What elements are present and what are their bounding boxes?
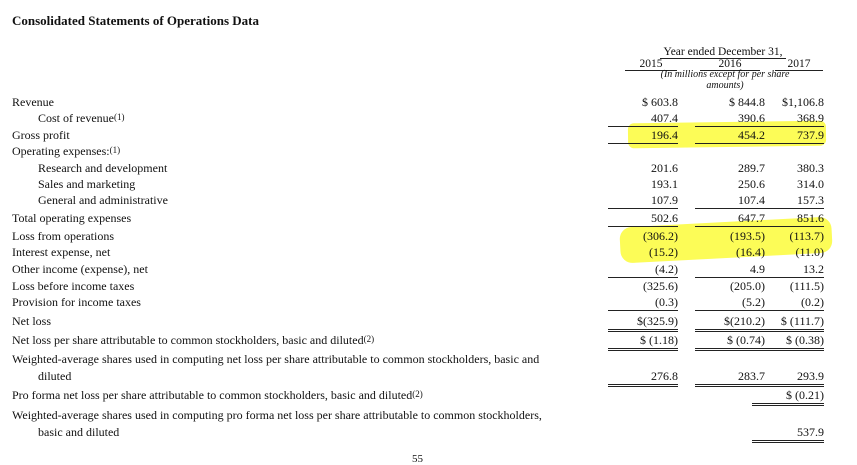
cell-2017: (11.0) xyxy=(795,245,824,259)
cell-2016: 250.6 xyxy=(738,177,765,191)
table-row: Weighted-average shares used in computin… xyxy=(10,351,830,387)
cell-2015: 201.6 xyxy=(651,161,678,175)
cell-2016: 4.9 xyxy=(695,261,765,278)
cell-2015: (325.6) xyxy=(643,279,678,293)
footnote-ref: (1) xyxy=(113,112,125,122)
cell-2015: (4.2) xyxy=(608,261,678,278)
cell-2017: 157.3 xyxy=(752,192,824,209)
cell-2016: 390.6 xyxy=(695,110,765,127)
row-label: Research and development xyxy=(38,161,168,175)
cell-2015: 107.9 xyxy=(608,192,678,209)
cell-2016: $(210.2) xyxy=(695,313,765,332)
cell-2015: 276.8 xyxy=(608,368,678,387)
cell-2017: $1,106.8 xyxy=(782,95,824,109)
year-2016-header: 2016 xyxy=(700,58,760,71)
cell-2015: (15.2) xyxy=(649,245,678,259)
cell-2015: (306.2) xyxy=(643,229,678,243)
row-label: Sales and marketing xyxy=(38,177,136,191)
period-header: Year ended December 31, xyxy=(660,46,786,59)
row-label: Total operating expenses xyxy=(12,211,132,225)
year-2017-header: 2017 xyxy=(775,58,823,71)
cell-2015: $ (1.18) xyxy=(608,332,678,351)
row-label: Other income (expense), net xyxy=(12,262,148,276)
year-2015-header: 2015 xyxy=(625,58,677,71)
cell-2016: $ (0.74) xyxy=(695,332,765,351)
cell-2017: 293.9 xyxy=(752,368,824,387)
row-label-cont: basic and diluted xyxy=(38,425,120,439)
cell-2017: (0.2) xyxy=(752,294,824,311)
cell-2016: 454.2 xyxy=(695,127,765,144)
row-label: Net loss per share attributable to commo… xyxy=(12,333,364,347)
row-label: General and administrative xyxy=(38,193,168,207)
cell-2017: 314.0 xyxy=(797,177,824,191)
cell-2015: 407.4 xyxy=(608,110,678,127)
cell-2015: 502.6 xyxy=(608,210,678,227)
cell-2017: $ (111.7) xyxy=(752,313,824,332)
cell-2016: 107.4 xyxy=(695,192,765,209)
footnote-ref: (1) xyxy=(109,145,121,155)
cell-2015: $ 603.8 xyxy=(642,95,678,109)
cell-2017: (111.5) xyxy=(789,279,824,293)
cell-2016: 647.7 xyxy=(695,210,765,227)
cell-2015: $(325.9) xyxy=(608,313,678,332)
cell-2016: (16.4) xyxy=(736,245,765,259)
cell-2016: 283.7 xyxy=(695,368,765,387)
row-label: Weighted-average shares used in computin… xyxy=(12,408,542,422)
units-note: (In millions except for per share amount… xyxy=(660,69,790,91)
row-label: Operating expenses: xyxy=(12,144,110,158)
row-label: Gross profit xyxy=(12,128,70,142)
cell-2017: $ (0.38) xyxy=(752,332,824,351)
cell-2015: 196.4 xyxy=(608,127,678,144)
cell-2016: (205.0) xyxy=(730,279,765,293)
row-label: Interest expense, net xyxy=(12,245,111,259)
cell-2017: 380.3 xyxy=(797,161,824,175)
row-label: Cost of revenue xyxy=(38,111,114,125)
cell-2017: (113.7) xyxy=(789,229,824,243)
cell-2016: (193.5) xyxy=(730,229,765,243)
footnote-ref: (2) xyxy=(363,334,375,344)
row-label: Pro forma net loss per share attributabl… xyxy=(12,388,413,402)
cell-2017: 851.6 xyxy=(752,210,824,227)
row-label-cont: diluted xyxy=(38,369,72,383)
table-row: Weighted-average shares used in computin… xyxy=(10,407,830,443)
cell-2015: 193.1 xyxy=(651,177,678,191)
cell-2017: 368.9 xyxy=(752,110,824,127)
cell-2017: 537.9 xyxy=(752,424,824,443)
page-number: 55 xyxy=(412,453,423,465)
cell-2016: (5.2) xyxy=(695,294,765,311)
row-label: Loss from operations xyxy=(12,229,114,243)
cell-2016: $ 844.8 xyxy=(729,95,765,109)
cell-2017: 13.2 xyxy=(752,261,824,278)
footnote-ref: (2) xyxy=(412,389,423,399)
row-label: Loss before income taxes xyxy=(12,279,135,293)
cell-2015: (0.3) xyxy=(608,294,678,311)
cell-2016: 289.7 xyxy=(738,161,765,175)
cell-2017: 737.9 xyxy=(752,127,824,144)
cell-2017: $ (0.21) xyxy=(752,387,824,406)
row-label: Revenue xyxy=(12,95,54,109)
row-label: Net loss xyxy=(12,314,51,328)
table-title: Consolidated Statements of Operations Da… xyxy=(12,13,259,28)
row-label: Weighted-average shares used in computin… xyxy=(12,352,540,366)
row-label: Provision for income taxes xyxy=(12,295,141,309)
